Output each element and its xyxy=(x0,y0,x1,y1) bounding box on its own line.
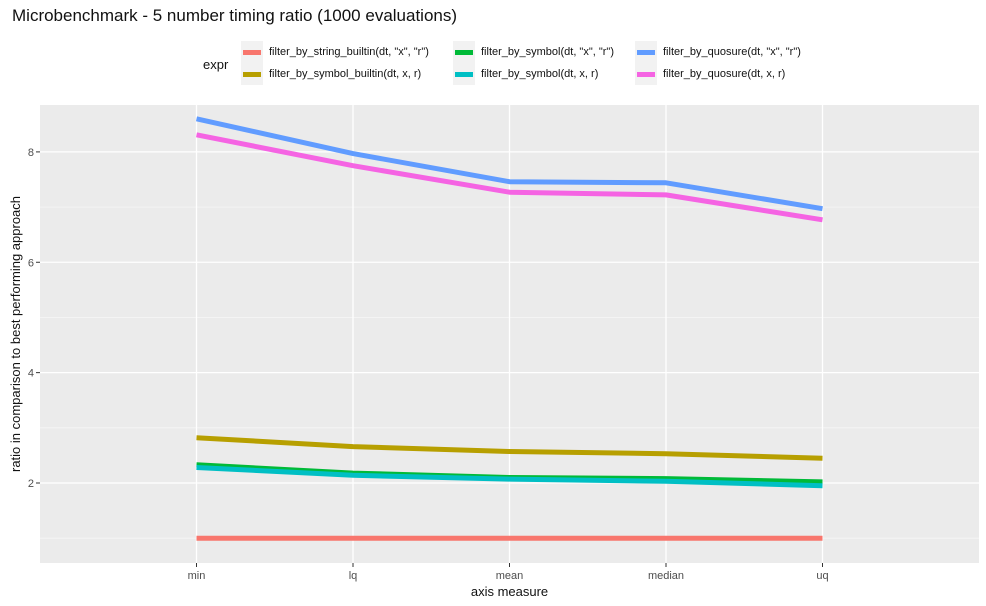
legend-item-symbol-string: filter_by_symbol(dt, "x", "r") xyxy=(453,41,614,63)
x-axis: min lq mean median uq xyxy=(188,563,829,582)
legend-title: expr xyxy=(203,57,229,72)
legend-swatch xyxy=(243,50,261,55)
y-tick-label: 6 xyxy=(28,257,34,269)
legend-label: filter_by_quosure(dt, "x", "r") xyxy=(663,46,801,58)
legend-swatch xyxy=(455,72,473,77)
x-axis-title: axis measure xyxy=(471,584,548,599)
x-tick-label: min xyxy=(188,570,206,582)
legend-swatch xyxy=(637,50,655,55)
legend-item-quosure: filter_by_quosure(dt, x, r) xyxy=(635,63,785,85)
legend-label: filter_by_symbol(dt, "x", "r") xyxy=(481,46,614,58)
series-line-1 xyxy=(196,435,823,461)
legend-key xyxy=(453,41,475,63)
legend-item-string-builtin: filter_by_string_builtin(dt, "x", "r") xyxy=(241,41,429,63)
legend-label: filter_by_string_builtin(dt, "x", "r") xyxy=(269,46,429,58)
series-line-3 xyxy=(196,465,823,489)
legend-item-quosure-string: filter_by_quosure(dt, "x", "r") xyxy=(635,41,801,63)
legend-swatch xyxy=(243,72,261,77)
y-tick-label: 8 xyxy=(28,147,34,159)
y-axis: 2 4 6 8 xyxy=(28,147,40,490)
series-lines xyxy=(195,116,823,541)
legend-swatch xyxy=(455,50,473,55)
chart-title: Microbenchmark - 5 number timing ratio (… xyxy=(12,6,458,25)
legend-key xyxy=(241,63,263,85)
legend-item-symbol-builtin: filter_by_symbol_builtin(dt, x, r) xyxy=(241,63,421,85)
x-tick-label: mean xyxy=(496,570,524,582)
y-axis-title: ratio in comparison to best performing a… xyxy=(8,196,23,472)
y-tick-label: 2 xyxy=(28,478,34,490)
series-line-4 xyxy=(195,116,823,212)
legend-item-symbol: filter_by_symbol(dt, x, r) xyxy=(453,63,598,85)
legend-label: filter_by_symbol_builtin(dt, x, r) xyxy=(269,68,422,80)
x-tick-label: median xyxy=(648,570,684,582)
y-tick-label: 4 xyxy=(28,368,34,380)
x-tick-label: uq xyxy=(816,570,828,582)
legend-key xyxy=(635,63,657,85)
series-line-5 xyxy=(196,132,823,223)
legend-key xyxy=(453,63,475,85)
x-tick-label: lq xyxy=(349,570,358,582)
legend-swatch xyxy=(637,72,655,77)
legend-key xyxy=(635,41,657,63)
legend-label: filter_by_quosure(dt, x, r) xyxy=(663,68,786,80)
legend-key xyxy=(241,41,263,63)
legend-label: filter_by_symbol(dt, x, r) xyxy=(481,68,599,80)
